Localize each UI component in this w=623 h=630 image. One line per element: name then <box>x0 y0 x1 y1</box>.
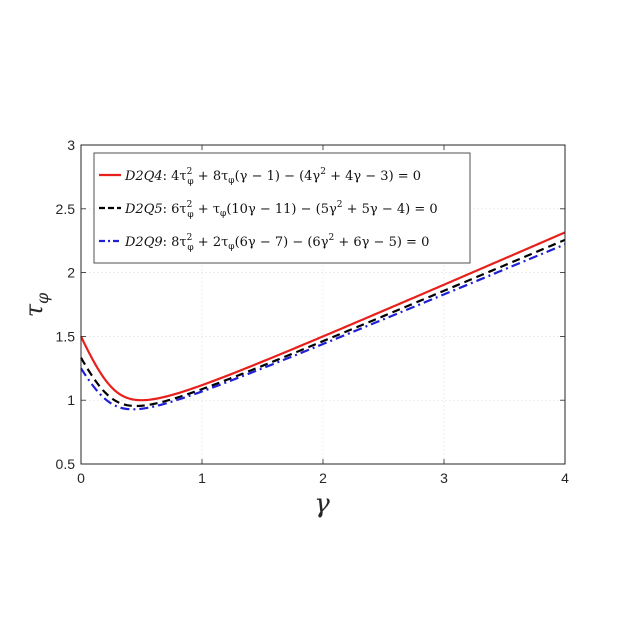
y-tick-label-5: 3 <box>67 137 75 153</box>
svg-text:τφ: τφ <box>20 292 52 317</box>
ticks <box>80 144 566 465</box>
legend-entry-d2q5: D2Q5: 6τ2 φ + τφ(10γ − 11) − (5γ2 + 5γ − … <box>124 200 438 220</box>
x-tick-label-4: 4 <box>561 470 569 486</box>
series-line-d2q5 <box>80 238 566 408</box>
x-tick-labels: 0 1 2 3 4 <box>77 470 569 486</box>
y-tick-label-1: 1 <box>67 392 75 408</box>
y-tick-labels: 0.5 1 1.5 2 2.5 3 <box>56 137 76 472</box>
series-line-d2q9 <box>80 243 566 411</box>
y-tick-label-0: 0.5 <box>56 456 76 472</box>
x-tick-label-0: 0 <box>77 470 85 486</box>
series-line-d2q4 <box>80 231 566 402</box>
y-axis-label: τφ <box>20 292 52 317</box>
legend-box <box>93 152 471 264</box>
legend: D2Q4: 4τ2 φ + 8τφ(γ − 1) − (4γ2 + 4γ − 3)… <box>93 152 471 264</box>
x-axis-label: γ <box>314 489 330 519</box>
y-tick-label-2: 1.5 <box>56 328 76 344</box>
x-tick-label-1: 1 <box>198 470 206 486</box>
x-tick-label-3: 3 <box>440 470 448 486</box>
y-axis-label-sub: φ <box>33 292 52 304</box>
series-group <box>80 231 566 411</box>
y-tick-label-3: 2 <box>67 265 75 281</box>
y-axis-label-main: τ <box>20 303 48 317</box>
legend-entry-d2q9: D2Q9: 8τ2 φ + 2τφ(6γ − 7) − (6γ2 + 6γ − 5… <box>124 233 429 253</box>
x-tick-label-2: 2 <box>319 470 327 486</box>
legend-entry-d2q4: D2Q4: 4τ2 φ + 8τφ(γ − 1) − (4γ2 + 4γ − 3)… <box>124 167 421 187</box>
y-tick-label-4: 2.5 <box>56 201 76 217</box>
